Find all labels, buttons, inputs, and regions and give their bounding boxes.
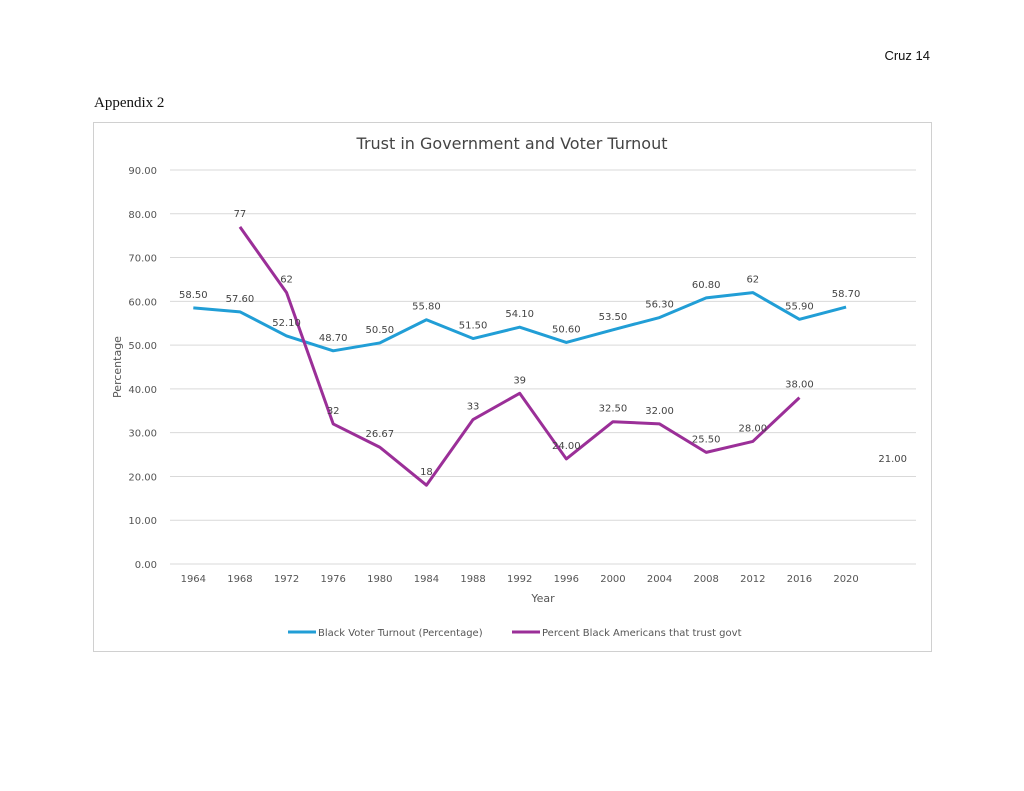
x-tick-label: 2012 xyxy=(740,574,765,585)
page-header: Cruz 14 xyxy=(884,48,930,63)
data-label: 77 xyxy=(234,209,247,220)
x-tick-label: 1968 xyxy=(227,574,252,585)
x-tick-label: 1964 xyxy=(181,574,206,585)
x-tick-label: 1992 xyxy=(507,574,532,585)
x-tick-label: 1984 xyxy=(414,574,439,585)
y-tick-label: 20.00 xyxy=(128,472,157,483)
data-label: 18 xyxy=(420,467,433,478)
x-tick-label: 2000 xyxy=(600,574,625,585)
x-tick-label: 1976 xyxy=(320,574,345,585)
section-title: Appendix 2 xyxy=(94,95,165,111)
y-tick-label: 30.00 xyxy=(128,429,157,440)
data-label: 33 xyxy=(467,402,480,413)
data-label: 24.00 xyxy=(552,441,581,452)
data-label: 62 xyxy=(280,275,293,286)
data-label: 58.70 xyxy=(832,289,861,300)
y-tick-label: 70.00 xyxy=(128,254,157,265)
legend-label: Percent Black Americans that trust govt xyxy=(542,628,742,639)
x-tick-label: 2016 xyxy=(787,574,812,585)
x-tick-label: 1972 xyxy=(274,574,299,585)
data-label: 21.00 xyxy=(878,454,907,465)
data-label: 50.50 xyxy=(365,325,394,336)
x-tick-label: 2004 xyxy=(647,574,672,585)
data-label: 56.30 xyxy=(645,300,674,311)
data-label: 48.70 xyxy=(319,333,348,344)
data-label: 60.80 xyxy=(692,280,721,291)
chart-title: Trust in Government and Voter Turnout xyxy=(356,134,668,153)
data-label: 50.60 xyxy=(552,324,581,335)
y-tick-label: 0.00 xyxy=(135,560,157,571)
legend-label: Black Voter Turnout (Percentage) xyxy=(318,628,483,639)
data-label: 25.50 xyxy=(692,434,721,445)
y-tick-label: 40.00 xyxy=(128,385,157,396)
data-label: 28.00 xyxy=(738,423,767,434)
data-label: 51.50 xyxy=(459,321,488,332)
data-label: 55.80 xyxy=(412,302,441,313)
data-label: 52.10 xyxy=(272,318,301,329)
x-tick-label: 2008 xyxy=(693,574,718,585)
y-axis-label: Percentage xyxy=(111,336,124,398)
data-label: 32 xyxy=(327,406,340,417)
data-label: 58.50 xyxy=(179,290,208,301)
y-tick-label: 10.00 xyxy=(128,516,157,527)
data-label: 39 xyxy=(513,375,526,386)
data-label: 54.10 xyxy=(505,309,534,320)
data-label: 55.90 xyxy=(785,301,814,312)
x-tick-label: 1996 xyxy=(554,574,579,585)
data-label: 38.00 xyxy=(785,380,814,391)
data-label: 32.00 xyxy=(645,406,674,417)
y-tick-label: 90.00 xyxy=(128,166,157,177)
y-tick-label: 80.00 xyxy=(128,210,157,221)
data-label: 62 xyxy=(746,275,759,286)
x-tick-label: 1988 xyxy=(460,574,485,585)
data-label: 32.50 xyxy=(599,404,628,415)
data-label: 26.67 xyxy=(365,429,394,440)
chart-border xyxy=(93,122,932,652)
x-axis-label: Year xyxy=(530,592,555,605)
data-label: 53.50 xyxy=(599,312,628,323)
series-line-1 xyxy=(193,291,847,353)
y-tick-label: 50.00 xyxy=(128,341,157,352)
x-tick-label: 2020 xyxy=(833,574,858,585)
y-tick-label: 60.00 xyxy=(128,297,157,308)
x-tick-label: 1980 xyxy=(367,574,392,585)
data-label: 57.60 xyxy=(226,294,255,305)
